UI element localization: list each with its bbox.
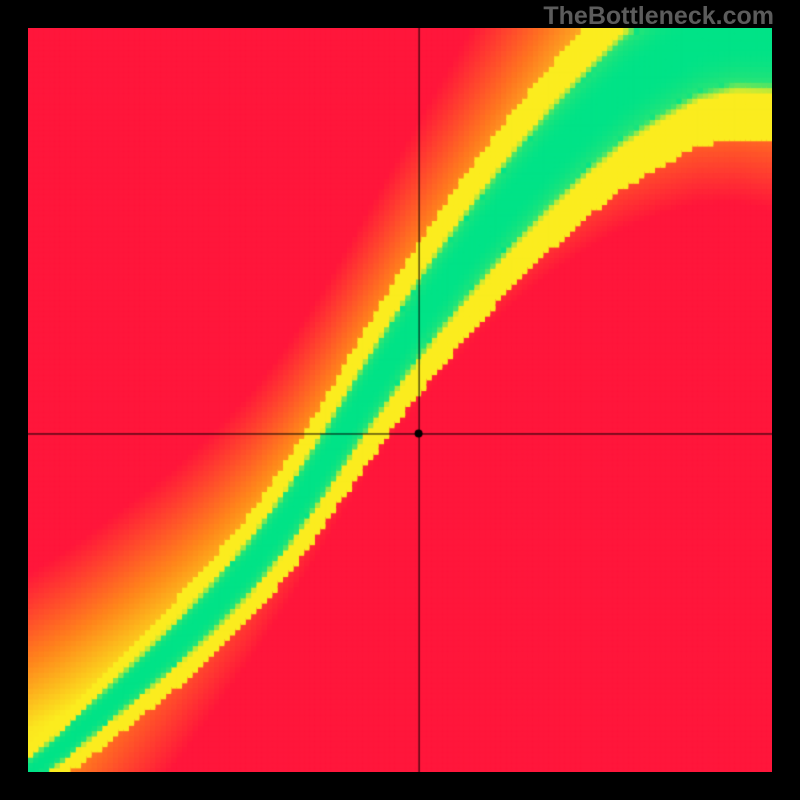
chart-container: TheBottleneck.com [0,0,800,800]
watermark-label: TheBottleneck.com [543,2,774,31]
bottleneck-heatmap [28,28,772,772]
